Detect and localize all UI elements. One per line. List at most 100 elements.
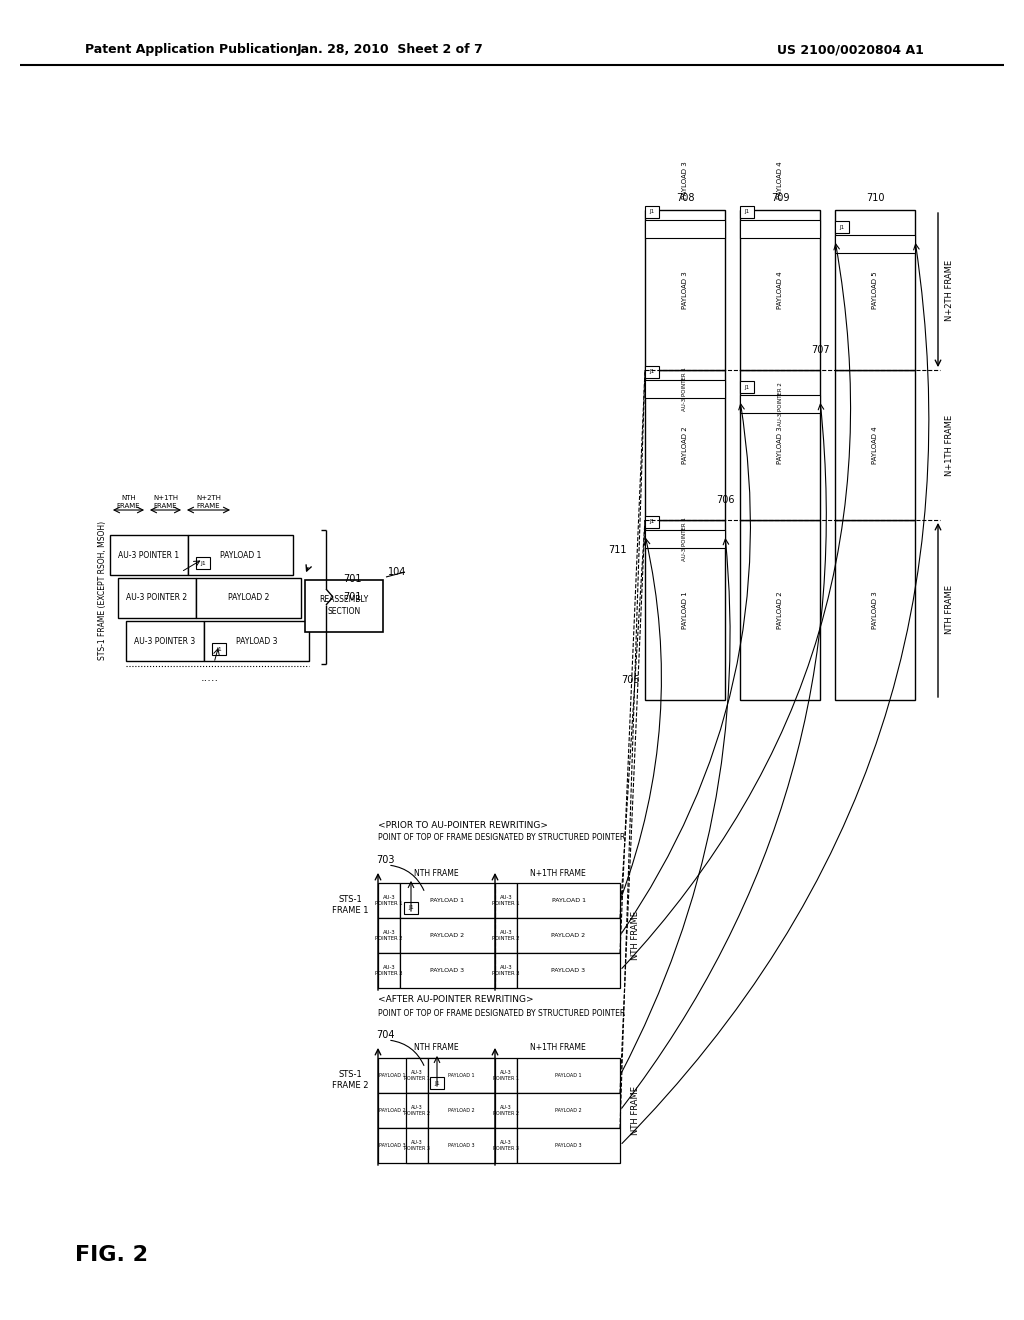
Text: SECTION: SECTION [328, 607, 360, 616]
Text: PAYLOAD 2: PAYLOAD 2 [682, 426, 688, 463]
Text: J1: J1 [649, 210, 654, 214]
Text: J1: J1 [200, 561, 206, 565]
Bar [835, 370, 915, 520]
Text: AU-3
POINTER 3: AU-3 POINTER 3 [375, 965, 402, 975]
Bar [495, 953, 517, 987]
Text: 701: 701 [343, 591, 361, 602]
Text: N+1TH FRAME: N+1TH FRAME [945, 414, 954, 475]
Text: POINT OF TOP OF FRAME DESIGNATED BY STRUCTURED POINTER: POINT OF TOP OF FRAME DESIGNATED BY STRU… [378, 833, 626, 842]
Text: NTH FRAME: NTH FRAME [631, 1086, 640, 1135]
Text: PAYLOAD 3: PAYLOAD 3 [236, 636, 278, 645]
Text: 703: 703 [376, 855, 394, 865]
Text: PAYLOAD 3: PAYLOAD 3 [555, 1143, 582, 1148]
Text: 708: 708 [676, 193, 694, 203]
Text: N+2TH
FRAME: N+2TH FRAME [196, 495, 221, 508]
Text: AU-3
POINTER 2: AU-3 POINTER 2 [375, 931, 402, 941]
Bar [196, 557, 210, 569]
Text: PAYLOAD 2: PAYLOAD 2 [430, 933, 465, 939]
Bar [495, 1093, 517, 1129]
Bar [645, 370, 725, 520]
Bar [378, 917, 400, 953]
Bar [517, 1093, 620, 1129]
Text: AU-3
POINTER 1: AU-3 POINTER 1 [404, 1071, 430, 1081]
Text: AU-3 POINTER 1: AU-3 POINTER 1 [683, 517, 687, 561]
Text: PAYLOAD 1: PAYLOAD 1 [682, 591, 688, 628]
Bar [204, 620, 309, 661]
Bar [495, 1129, 517, 1163]
Text: PAYLOAD 1: PAYLOAD 1 [379, 1073, 406, 1078]
Text: PAYLOAD 2: PAYLOAD 2 [552, 933, 586, 939]
Bar [645, 220, 725, 238]
Bar [740, 210, 820, 370]
Bar [740, 370, 820, 520]
Text: PAYLOAD 2: PAYLOAD 2 [379, 1107, 406, 1113]
Text: AU-3
POINTER 3: AU-3 POINTER 3 [404, 1140, 430, 1151]
Bar [188, 535, 293, 576]
Text: J1: J1 [409, 906, 414, 911]
Bar [517, 917, 620, 953]
Text: 706: 706 [717, 495, 735, 506]
Text: AU-3 POINTER 2: AU-3 POINTER 2 [777, 381, 782, 426]
Bar [400, 883, 495, 917]
Text: N+1TH FRAME: N+1TH FRAME [529, 869, 586, 878]
Bar [645, 516, 659, 528]
Text: AU-3
POINTER 2: AU-3 POINTER 2 [404, 1105, 430, 1115]
Text: 711: 711 [608, 545, 627, 554]
Text: NTH FRAME: NTH FRAME [414, 1044, 459, 1052]
Bar [835, 220, 849, 234]
Bar [517, 1129, 620, 1163]
Text: J1: J1 [216, 647, 222, 652]
Text: STS-1 FRAME (EXCEPT RSOH, MSOH): STS-1 FRAME (EXCEPT RSOH, MSOH) [97, 520, 106, 660]
Bar [495, 883, 517, 917]
Text: PAYLOAD 3: PAYLOAD 3 [872, 591, 878, 628]
Bar [110, 535, 188, 576]
Bar [428, 1129, 495, 1163]
Text: NTH
FRAME: NTH FRAME [117, 495, 140, 508]
Text: J1: J1 [744, 384, 750, 389]
Text: AU-3
POINTER 1: AU-3 POINTER 1 [375, 895, 402, 906]
Text: PAYLOAD 4: PAYLOAD 4 [777, 271, 783, 309]
Bar [126, 620, 204, 661]
Bar [378, 883, 400, 917]
Text: NTH FRAME: NTH FRAME [945, 586, 954, 635]
Text: PAYLOAD 1: PAYLOAD 1 [430, 898, 465, 903]
Text: Patent Application Publication: Patent Application Publication [85, 44, 297, 57]
Bar [645, 531, 725, 548]
Text: PAYLOAD 3: PAYLOAD 3 [777, 426, 783, 463]
Text: PAYLOAD 5: PAYLOAD 5 [872, 271, 878, 309]
Text: PAYLOAD 1: PAYLOAD 1 [552, 898, 586, 903]
Bar [406, 1093, 428, 1129]
Text: PAYLOAD 4: PAYLOAD 4 [777, 161, 783, 199]
Text: STS-1
FRAME 1: STS-1 FRAME 1 [332, 895, 369, 915]
Bar [495, 917, 517, 953]
Text: PAYLOAD 3: PAYLOAD 3 [430, 968, 465, 973]
Text: AU-3 POINTER 1: AU-3 POINTER 1 [119, 550, 179, 560]
Bar [430, 1077, 444, 1089]
Text: 704: 704 [376, 1030, 394, 1040]
Text: J1: J1 [434, 1081, 440, 1085]
Text: REASSEMBLY: REASSEMBLY [319, 595, 369, 605]
Bar [118, 578, 196, 618]
Bar [428, 1093, 495, 1129]
Bar [404, 902, 418, 913]
Text: PAYLOAD 2: PAYLOAD 2 [227, 594, 269, 602]
Text: AU-3 POINTER 3: AU-3 POINTER 3 [134, 636, 196, 645]
Bar [406, 1059, 428, 1093]
Bar [378, 1093, 495, 1129]
Bar [645, 380, 725, 399]
Text: PAYLOAD 2: PAYLOAD 2 [777, 591, 783, 628]
Bar [835, 210, 915, 370]
Bar [378, 1059, 495, 1093]
Text: POINT OF TOP OF FRAME DESIGNATED BY STRUCTURED POINTER: POINT OF TOP OF FRAME DESIGNATED BY STRU… [378, 1008, 626, 1018]
Bar [517, 883, 620, 917]
Text: PAYLOAD 1: PAYLOAD 1 [449, 1073, 475, 1078]
Bar [196, 578, 301, 618]
Bar [212, 643, 226, 655]
Text: N+1TH
FRAME: N+1TH FRAME [153, 495, 178, 508]
Bar [645, 210, 725, 370]
Bar [400, 917, 495, 953]
Bar [740, 206, 754, 218]
Text: FIG. 2: FIG. 2 [75, 1245, 148, 1265]
Text: J1: J1 [649, 520, 654, 524]
Text: N+2TH FRAME: N+2TH FRAME [945, 260, 954, 321]
